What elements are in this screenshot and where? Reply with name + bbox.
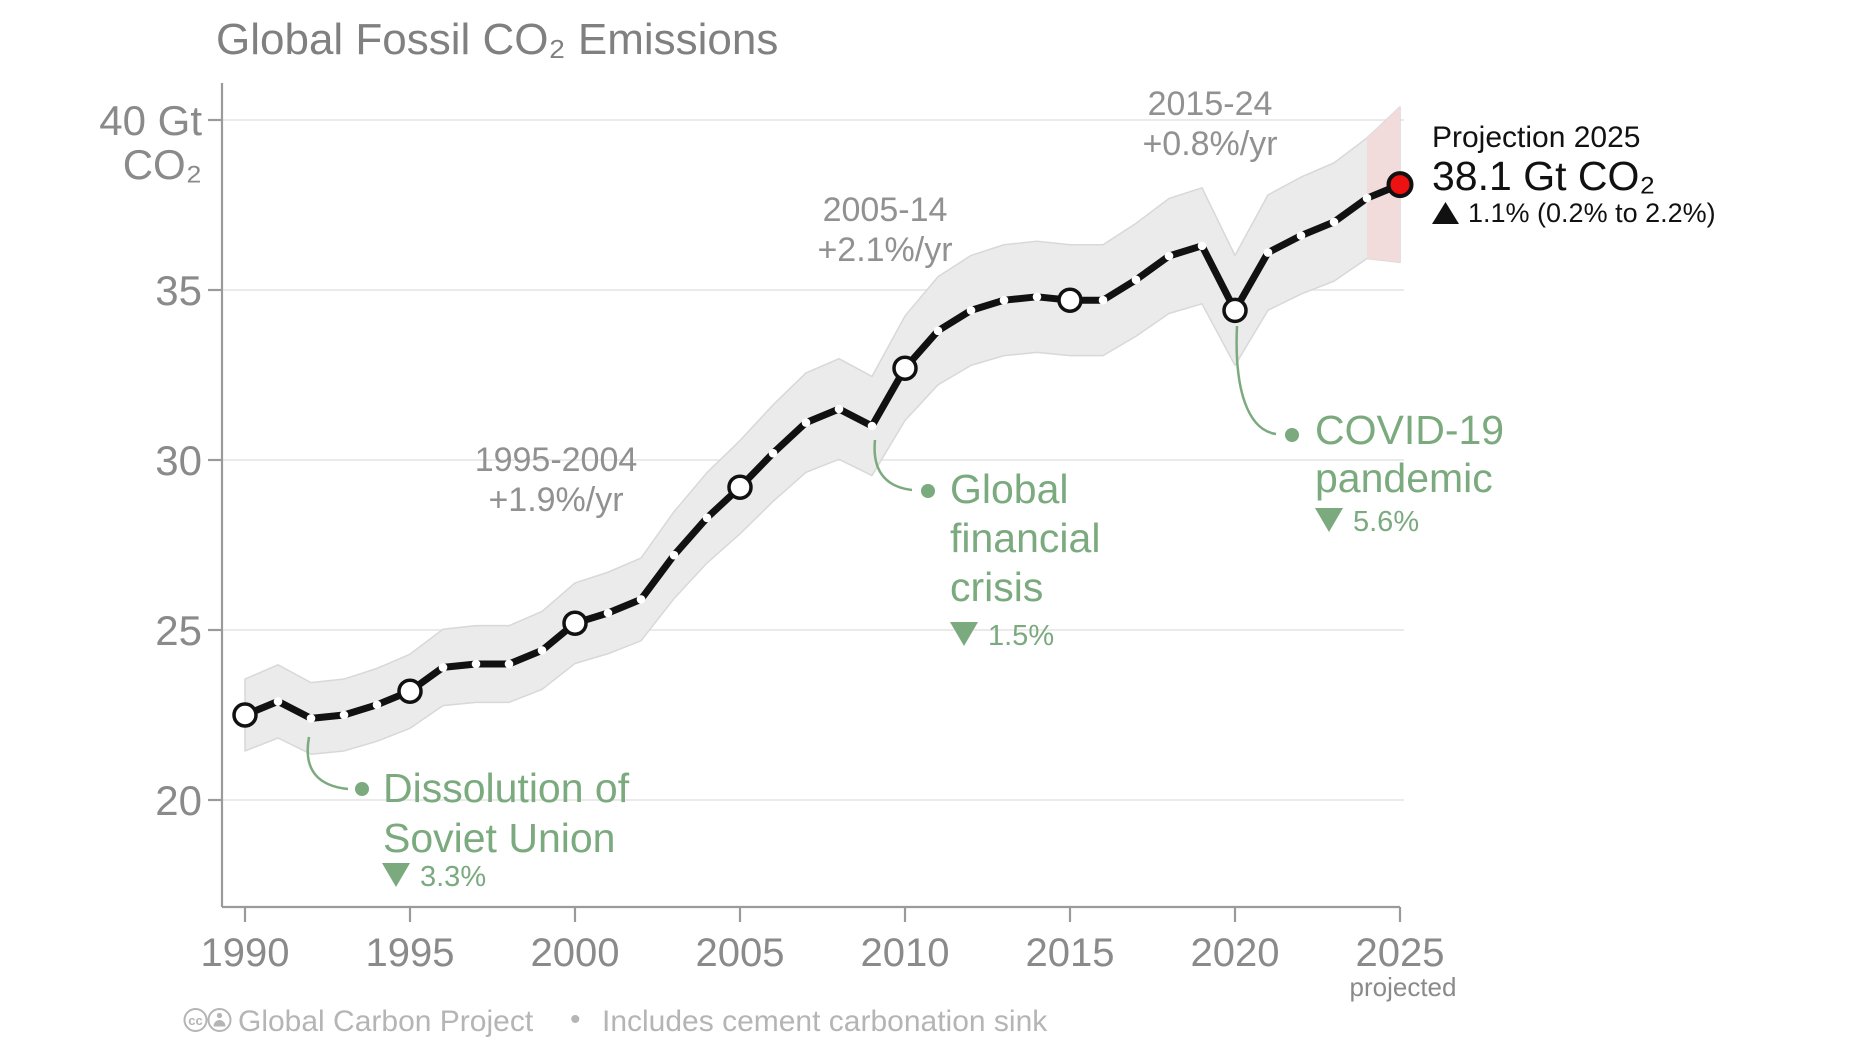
growth-period-2005-14: 2005-14 — [823, 191, 948, 229]
projection-value: 38.1 Gt CO₂ — [1432, 153, 1655, 199]
event-gfc-line1: Global — [950, 466, 1069, 512]
axes — [208, 83, 1402, 922]
data-point-2017 — [1131, 275, 1141, 285]
event-gfc-drop: 1.5% — [988, 620, 1054, 652]
data-point-1991 — [273, 697, 283, 706]
cc-icon-label: cc — [188, 1013, 202, 1028]
data-point-2023 — [1329, 217, 1339, 227]
down-triangle-icon — [950, 622, 978, 646]
data-point-2005 — [727, 474, 753, 500]
growth-period-2015-24: 2015-24 — [1148, 85, 1273, 123]
data-point-2004 — [702, 513, 712, 523]
footer-separator: • — [570, 1003, 581, 1036]
xtick-2005: 2005 — [696, 931, 785, 975]
data-point-1993 — [339, 710, 349, 720]
data-point-1990 — [232, 702, 258, 728]
data-point-2016 — [1098, 295, 1108, 305]
data-point-1992 — [306, 714, 316, 723]
connector-financial-crisis — [873, 439, 913, 492]
footer-note: Includes cement carbonation sink — [602, 1005, 1048, 1038]
data-point-2018 — [1164, 251, 1174, 261]
data-point-2009 — [867, 421, 877, 431]
data-point-2011 — [933, 326, 943, 336]
event-covid-drop: 5.6% — [1353, 506, 1419, 538]
annotation-dot-soviet-union — [355, 782, 369, 796]
xtick-1990: 1990 — [201, 931, 290, 975]
attribution-person-head — [216, 1012, 223, 1019]
event-soviet-drop: 3.3% — [420, 861, 486, 893]
data-point-2003 — [669, 550, 679, 560]
projection-point-2025 — [1386, 171, 1414, 199]
data-point-1994 — [372, 700, 382, 710]
data-point-2000 — [562, 610, 588, 636]
data-point-2012 — [966, 306, 976, 315]
projected-note: projected — [1350, 972, 1457, 1002]
projection-label: Projection 2025 — [1432, 121, 1640, 154]
up-triangle-icon — [1432, 202, 1459, 224]
attribution-person-body — [213, 1020, 226, 1027]
event-soviet-line2: Soviet Union — [383, 815, 615, 861]
annotation-dot-covid — [1285, 428, 1299, 442]
data-point-2007 — [801, 418, 811, 427]
ytick-25: 25 — [155, 607, 202, 654]
data-point-1997 — [471, 659, 481, 669]
growth-rate-2005-14: +2.1%/yr — [817, 231, 952, 269]
xtick-2000: 2000 — [531, 931, 620, 975]
data-point-2015 — [1057, 287, 1083, 313]
data-point-2024 — [1362, 193, 1372, 203]
data-point-2002 — [636, 595, 646, 604]
event-covid-line2: pandemic — [1315, 455, 1493, 501]
data-points — [232, 171, 1414, 728]
growth-period-1995-2004: 1995-2004 — [475, 441, 638, 479]
growth-rate-2015-24: +0.8%/yr — [1142, 125, 1277, 163]
chart-title: Global Fossil CO₂ Emissions — [216, 15, 778, 64]
xtick-2025: 2025 — [1356, 931, 1445, 975]
projection-change: 1.1% (0.2% to 2.2%) — [1468, 198, 1716, 228]
data-point-2001 — [603, 608, 613, 618]
projection-uncertainty-band — [1367, 106, 1400, 263]
ytick-30: 30 — [155, 437, 202, 484]
connector-covid — [1235, 325, 1277, 436]
data-point-2021 — [1263, 248, 1273, 257]
data-point-2019 — [1197, 241, 1207, 251]
event-gfc-line2: financial — [950, 515, 1100, 561]
growth-rate-1995-2004: +1.9%/yr — [488, 481, 623, 519]
connector-soviet-union — [306, 736, 349, 791]
ytick-20: 20 — [155, 777, 202, 824]
down-triangle-icon — [382, 863, 410, 887]
emissions-line-path — [241, 181, 1404, 722]
event-covid-line1: COVID-19 — [1315, 407, 1504, 453]
data-point-2020 — [1222, 297, 1248, 324]
data-point-1999 — [537, 646, 547, 655]
data-point-1996 — [438, 663, 448, 672]
xtick-2015: 2015 — [1026, 931, 1115, 975]
data-point-2014 — [1032, 292, 1042, 302]
ytick-35: 35 — [155, 267, 202, 314]
data-point-1998 — [504, 659, 514, 669]
data-point-2008 — [834, 404, 844, 414]
uncertainty-band — [244, 106, 1401, 755]
data-point-2006 — [768, 448, 778, 458]
data-point-2010 — [892, 355, 918, 381]
ytick-40-unit: 40 Gt — [99, 97, 202, 144]
event-gfc-line3: crisis — [950, 564, 1043, 610]
footer-attribution: Global Carbon Project — [238, 1005, 534, 1038]
ytick-unit-co2: CO₂ — [123, 141, 202, 188]
emissions-line — [241, 181, 1404, 722]
down-triangle-icon — [1315, 508, 1343, 532]
xtick-2010: 2010 — [861, 931, 950, 975]
event-soviet-line1: Dissolution of — [383, 765, 630, 811]
data-point-1995 — [397, 678, 423, 704]
data-point-2022 — [1296, 231, 1306, 240]
cc-icon — [183, 1008, 208, 1032]
xtick-1995: 1995 — [366, 931, 455, 975]
attribution-person-icon — [207, 1008, 232, 1032]
annotation-dot-financial-crisis — [921, 484, 935, 498]
data-point-2013 — [999, 295, 1009, 305]
xtick-2020: 2020 — [1191, 931, 1280, 975]
